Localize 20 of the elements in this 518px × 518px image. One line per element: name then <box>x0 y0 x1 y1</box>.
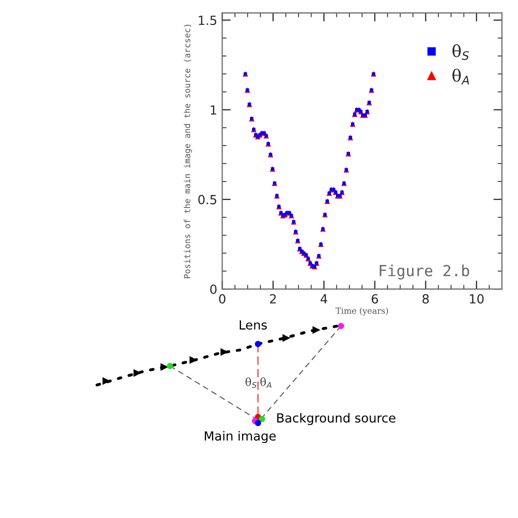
annotation: Figure 2.b <box>380 264 470 280</box>
text: Lens <box>240 320 267 330</box>
x-tick-label: 2 <box>270 294 276 304</box>
x-tick-label: 4 <box>320 294 328 304</box>
x-tick-label: 8 <box>422 294 429 304</box>
text: θ$_{A}$ <box>260 377 272 388</box>
y-tick-label: 1 <box>210 105 216 115</box>
legend-label: θ$_{S}$ <box>452 44 469 60</box>
legend-label: θ$_{A}$ <box>452 68 469 84</box>
text: θ$_{S}$ <box>246 377 256 388</box>
x-axis-title: Time (years) <box>336 307 388 316</box>
y-axis-title: Positions of the main image and the source (arcsec) <box>184 24 192 278</box>
text: Background source <box>277 412 396 426</box>
y-tick-label: 0.5 <box>198 194 216 204</box>
text: Main image <box>204 430 276 444</box>
y-tick-label: 0 <box>210 284 217 294</box>
x-tick-label: 10 <box>470 294 484 304</box>
x-tick-label: 0 <box>219 294 226 304</box>
y-tick-label: 1.5 <box>198 16 216 26</box>
x-tick-label: 6 <box>372 294 378 304</box>
